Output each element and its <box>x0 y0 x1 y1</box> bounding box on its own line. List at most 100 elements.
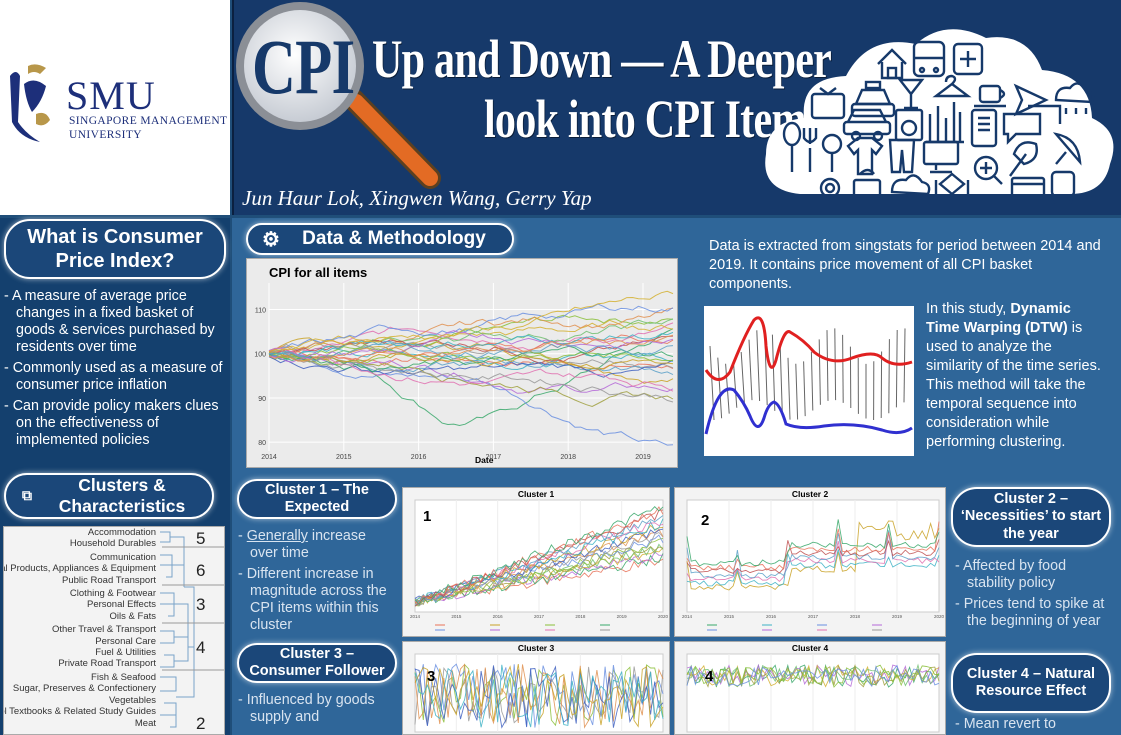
mini-chart-number: 4 <box>705 668 714 685</box>
main-series-line <box>268 319 674 355</box>
dtw-link <box>732 361 738 408</box>
mini-series-line <box>414 663 664 728</box>
dendrogram-panel: Accommodation Household Durables Communi… <box>3 526 225 735</box>
mini-xtick: 2017 <box>534 614 545 619</box>
handshake-icon <box>934 172 970 196</box>
dendrogram-labels: Accommodation Household Durables Communi… <box>4 527 156 729</box>
dendrogram-tree <box>160 531 224 728</box>
dtw-link <box>779 346 783 417</box>
dtw-bold: Dynamic Time Warping (DTW) <box>926 301 1071 336</box>
mini-xtick: 2016 <box>493 614 504 619</box>
dtw-link <box>748 339 753 401</box>
smu-crest-icon <box>10 64 50 142</box>
main-xtick: 2018 <box>560 454 576 461</box>
dendro-label: Fuel & Utilities <box>95 647 156 659</box>
mini-xtick: 2016 <box>766 614 777 619</box>
mini-xtick: 2014 <box>410 614 421 619</box>
cluster2-bullet: - Prices tend to spike at the beginning … <box>955 596 1105 629</box>
search-plus-icon <box>973 155 1003 185</box>
clusters-heading-text: Clusters & Characteristics <box>58 475 186 516</box>
gear-icon <box>819 177 841 199</box>
medical-icon <box>952 42 984 76</box>
spoon-icon <box>782 121 802 172</box>
mini-series-line <box>686 530 940 579</box>
dtw-text-post: is used to analyze the similarity of the… <box>926 320 1101 450</box>
bus-icon <box>912 40 946 78</box>
house-icon <box>877 48 907 80</box>
mini-chart-number: 3 <box>427 668 436 685</box>
main-series-line <box>268 331 674 356</box>
tv-icon <box>810 87 846 120</box>
magnifier-icon <box>236 2 441 189</box>
taxi-icon <box>850 80 896 118</box>
mini-chart-svg: 2014 2015 2016 2017 2018 2019 2020 <box>682 499 945 631</box>
mini-series-line <box>414 537 664 607</box>
cluster2-bullets: - Affected by food stability policy - Pr… <box>955 558 1107 634</box>
mini-chart-number: 1 <box>423 508 432 525</box>
hanger-icon <box>932 74 972 98</box>
cluster1-bullet: - Generally increase over time <box>238 528 366 561</box>
mini-chart-title: Cluster 4 <box>791 643 829 653</box>
dendro-label: Personal Care <box>95 635 156 647</box>
cluster3-heading: Cluster 3 – Consumer Follower <box>237 643 397 683</box>
authors: Jun Haur Lok, Xingwen Wang, Gerry Yap <box>242 186 592 210</box>
cluster1-underlined: Generally <box>246 528 308 544</box>
cpi-icon-cloud <box>765 29 1114 204</box>
cluster-number: 4 <box>196 638 206 657</box>
mini-xtick: 2020 <box>934 614 945 619</box>
cluster1-chart: 2014 2015 2016 2017 2018 2019 2020 Cluster 1 1 <box>402 487 670 637</box>
mini-xtick: 2015 <box>451 614 462 619</box>
cloud-icon <box>890 174 931 196</box>
mini-series-line <box>686 521 940 571</box>
main-xtick: 2014 <box>261 454 277 461</box>
cluster3-bullet-text: Influenced by goods supply and <box>246 692 375 725</box>
dendro-label: Clothing & Footwear <box>69 588 156 600</box>
cake-icon <box>852 168 882 198</box>
what-is-cpi-bullets: - A measure of average price changes in … <box>4 288 226 453</box>
mini-series-line <box>686 539 940 574</box>
logo-name: SMU <box>66 73 156 118</box>
dtw-link <box>903 328 906 403</box>
dendro-label: Household Durables <box>69 538 156 550</box>
what-is-bullet: - Can provide policy makers clues on the… <box>4 398 219 448</box>
title-line-2: look into CPI Items <box>484 89 822 149</box>
cluster-number: 6 <box>196 561 206 580</box>
cluster4-bullet-text: Mean revert to <box>963 716 1056 732</box>
mini-xtick: 2019 <box>617 614 628 619</box>
mini-series-line <box>686 549 940 587</box>
mini-chart-number: 2 <box>701 512 710 529</box>
main-ytick: 100 <box>254 352 266 359</box>
title-line-1: Up and Down — A Deeper <box>372 29 832 89</box>
mini-series-line <box>686 520 940 591</box>
mini-xtick: 2017 <box>808 614 819 619</box>
dtw-link <box>810 351 814 411</box>
cluster2-bullet: - Affected by food stability policy <box>955 558 1067 591</box>
main-series-line <box>268 334 674 362</box>
train-icon <box>1050 170 1076 204</box>
data-description: Data is extracted from singstats for per… <box>709 238 1101 292</box>
main-chart-svg: 110 100 90 80 2014 2015 2016 2017 2018 2019 <box>254 283 674 461</box>
cluster2-heading: Cluster 2 – ‘Necessities’ to start the y… <box>951 487 1111 547</box>
dtw-link <box>818 339 821 405</box>
dtw-link <box>826 330 829 401</box>
card-icon <box>1010 176 1046 200</box>
dtw-link <box>895 330 898 408</box>
dtw-link <box>795 363 799 420</box>
mini-series-line <box>414 522 664 606</box>
shirt-icon <box>846 136 884 176</box>
mini-xtick: 2014 <box>682 614 693 619</box>
mini-chart-title: Cluster 1 <box>517 489 555 499</box>
sofa-icon <box>821 133 843 172</box>
dtw-link <box>717 357 723 419</box>
cluster4-chart: Cluster 4 4 <box>674 641 946 735</box>
methodology-heading: ⚙ Data & Methodology <box>246 223 514 255</box>
dendro-label: Sugar, Preserves & Confectionery <box>12 683 156 695</box>
cluster4-heading: Cluster 4 – Natural Resource Effect <box>951 653 1111 713</box>
dtw-link <box>787 357 791 420</box>
chat-icon <box>1002 104 1062 145</box>
cluster4-bullet: - Mean revert to <box>955 716 1056 732</box>
dendro-label: School Textbooks & Related Study Guides <box>4 706 156 718</box>
dtw-link <box>771 334 776 411</box>
main-chart-xlabel: Date <box>475 455 494 465</box>
main-series-line <box>268 345 674 373</box>
